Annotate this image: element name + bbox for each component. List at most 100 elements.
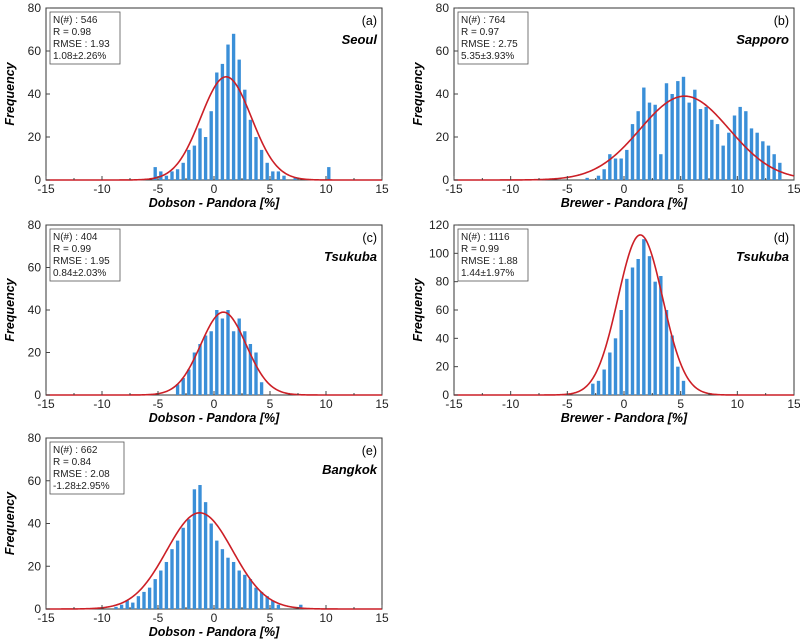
histogram-bar <box>215 540 219 609</box>
histogram-bar <box>642 239 646 395</box>
histogram-bar <box>721 145 725 180</box>
y-tick-label: 0 <box>442 388 449 402</box>
x-tick-label: 10 <box>731 397 745 411</box>
histogram-bar <box>215 72 219 180</box>
histogram-bar <box>243 89 247 180</box>
stats-box <box>49 228 121 282</box>
histogram-bar <box>203 502 208 610</box>
stats-line: R = 0.84 <box>53 457 92 468</box>
histogram-bar <box>209 331 213 395</box>
histogram-bar <box>591 383 595 395</box>
stats-line: N(#) : 546 <box>53 15 98 26</box>
histogram-bar <box>147 587 152 610</box>
histogram-bar <box>237 59 241 180</box>
histogram-bar <box>248 344 253 395</box>
y-tick-label: 20 <box>436 130 450 144</box>
y-tick-label: 0 <box>34 173 41 187</box>
histogram-bar <box>136 596 141 609</box>
histogram-bar <box>119 604 124 609</box>
site-name: Tsukuba <box>324 249 377 264</box>
histogram-bar <box>625 278 629 395</box>
stats-line: RMSE : 2.08 <box>53 469 110 480</box>
histogram-bar <box>732 115 737 180</box>
x-tick-label: 15 <box>375 611 389 625</box>
x-tick-label: -5 <box>153 397 164 411</box>
histogram-bar <box>231 33 236 180</box>
histogram-bar <box>265 162 269 180</box>
histogram-bar <box>608 352 612 395</box>
histogram-bar <box>613 158 618 180</box>
histogram-bar <box>248 579 253 609</box>
histogram-bar <box>192 352 197 395</box>
histogram-bar <box>265 596 269 609</box>
histogram-bar <box>772 154 776 180</box>
panel-label: (b) <box>774 14 789 28</box>
histogram-bar <box>687 102 691 180</box>
histogram-bar <box>676 366 680 395</box>
histogram-bar <box>613 338 618 395</box>
histogram-bar <box>237 318 241 395</box>
histogram-bar <box>664 310 669 395</box>
stats-line: RMSE : 1.93 <box>53 39 110 50</box>
y-tick-label: 0 <box>442 173 449 187</box>
histogram-bar <box>299 604 303 609</box>
histogram-bar <box>215 310 219 395</box>
chart-panel-3: -15 -10 -5 0 5 10 15 0 20 40 60 80 Dobson - Pandora … <box>3 218 389 425</box>
x-tick-label: -15 <box>37 397 55 411</box>
histogram-bar <box>220 63 225 180</box>
histogram-bar <box>636 111 640 180</box>
histogram-bar <box>203 335 208 395</box>
histogram-bar <box>664 83 669 180</box>
stats-box <box>457 228 529 282</box>
y-axis-title: Frequency <box>411 277 425 341</box>
histogram-bar <box>237 570 241 609</box>
stats-line: R = 0.98 <box>53 27 92 38</box>
x-tick-label: 15 <box>375 182 389 196</box>
panel-label: (a) <box>362 14 377 28</box>
y-tick-label: 80 <box>28 218 42 232</box>
histogram-bar <box>715 124 720 180</box>
y-tick-label: 40 <box>28 87 42 101</box>
histogram-bar <box>164 175 169 180</box>
y-tick-label: 80 <box>436 275 450 289</box>
histogram-bar <box>187 519 191 609</box>
x-tick-label: 5 <box>267 397 274 411</box>
x-tick-label: 5 <box>677 397 684 411</box>
histogram-bar <box>619 310 623 395</box>
x-tick-label: 0 <box>621 397 628 411</box>
histogram-bar <box>125 600 129 609</box>
histogram-bar <box>159 570 163 609</box>
histogram-bar <box>653 281 657 395</box>
histogram-bar <box>226 557 230 609</box>
x-tick-label: -10 <box>93 182 111 196</box>
y-tick-label: 20 <box>28 346 42 360</box>
site-name: Tsukuba <box>736 249 789 264</box>
y-tick-label: 0 <box>34 388 41 402</box>
histogram-bar <box>596 380 601 395</box>
x-axis-title: Dobson - Pandora [%] <box>149 411 280 425</box>
histogram-bar <box>681 76 686 180</box>
histogram-bar <box>630 267 635 395</box>
y-axis-title: Frequency <box>3 61 17 125</box>
y-tick-label: 40 <box>28 517 42 531</box>
y-tick-label: 60 <box>28 261 42 275</box>
histogram-bar <box>254 137 258 180</box>
x-axis-title: Brewer - Pandora [%] <box>561 411 688 425</box>
x-tick-label: 0 <box>211 397 218 411</box>
y-tick-label: 80 <box>28 431 42 445</box>
histogram-bar <box>653 104 657 180</box>
panel-label: (d) <box>774 231 789 245</box>
x-tick-label: -15 <box>445 397 463 411</box>
histogram-bar <box>647 256 652 395</box>
chart-panel-4: -15 -10 -5 0 5 10 15 0 20 40 60 80 100 120 Brewer - Pa… <box>411 218 800 425</box>
histogram-bar <box>693 89 697 180</box>
y-tick-label: 20 <box>28 130 42 144</box>
histogram-bar <box>243 331 247 395</box>
histogram-bar <box>259 591 264 609</box>
histogram-bar <box>164 561 169 609</box>
site-name: Sapporo <box>736 32 789 47</box>
y-axis-title: Frequency <box>3 491 17 555</box>
x-tick-label: -5 <box>562 397 573 411</box>
x-tick-label: 15 <box>787 182 800 196</box>
histogram-bar <box>698 109 703 180</box>
